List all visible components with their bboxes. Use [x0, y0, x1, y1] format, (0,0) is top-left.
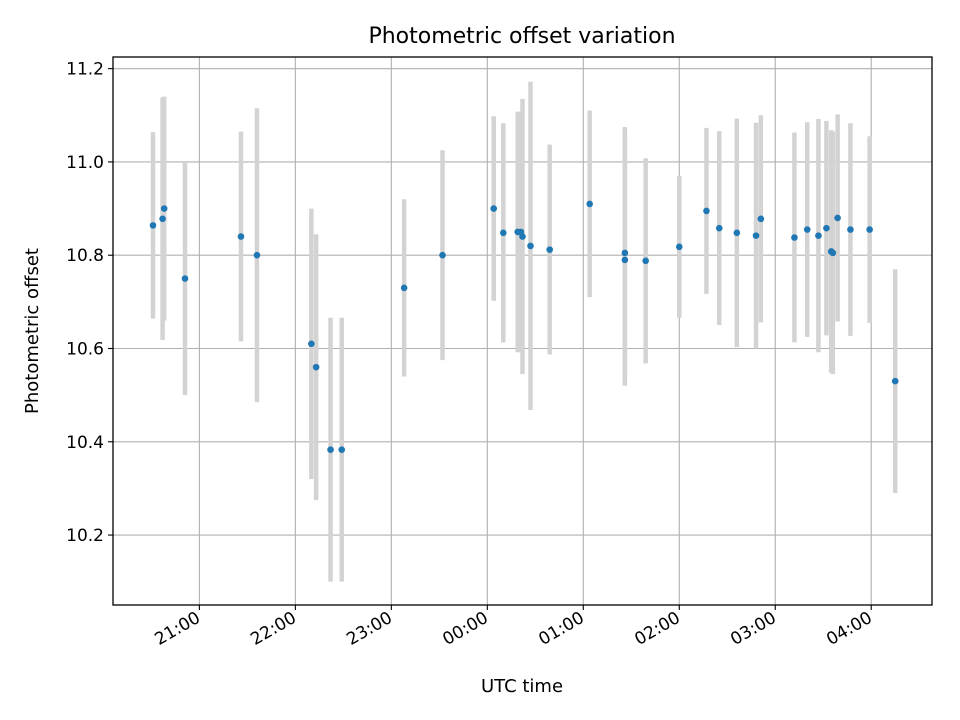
x-axis-label: UTC time [481, 676, 563, 697]
data-point [490, 205, 498, 212]
data-point [752, 232, 760, 239]
data-point [253, 251, 261, 259]
data-point [308, 340, 315, 348]
data-point [621, 256, 629, 264]
data-point [834, 214, 841, 222]
y-axis-ticks: 10.2 10.4 10.6 10.8 11.0 11.2 [66, 60, 113, 546]
data-point [160, 205, 168, 212]
y-axis-label: Photometric offset [22, 248, 43, 414]
data-point [400, 284, 408, 292]
data-point [621, 249, 629, 257]
data-point [338, 446, 346, 453]
data-point [327, 446, 334, 453]
data-points [149, 200, 899, 453]
data-point [847, 226, 854, 233]
data-point [642, 257, 649, 265]
y-tick-label: 10.8 [66, 246, 104, 266]
data-point [519, 233, 526, 240]
data-point [866, 226, 873, 233]
plot-frame [112, 56, 933, 606]
data-point [715, 224, 723, 232]
data-point [675, 243, 683, 251]
data-point [500, 229, 507, 237]
data-point [733, 229, 741, 237]
data-point [703, 207, 710, 215]
data-point [829, 249, 837, 257]
data-point [546, 246, 553, 253]
data-point [803, 226, 811, 233]
y-tick-label: 11.2 [66, 60, 104, 80]
data-point [181, 275, 189, 282]
data-point [149, 222, 157, 229]
data-point [312, 363, 320, 371]
y-tick-label: 10.2 [66, 526, 104, 546]
y-tick-label: 10.4 [66, 433, 104, 453]
y-tick-label: 10.6 [66, 339, 104, 359]
data-point [791, 234, 798, 241]
data-point [891, 377, 899, 385]
data-point [586, 200, 593, 208]
data-point [159, 215, 166, 223]
data-point [527, 242, 534, 250]
y-tick-label: 11.0 [66, 153, 104, 173]
data-point [237, 233, 245, 240]
chart-title: Photometric offset variation [368, 24, 675, 49]
data-point [823, 224, 830, 232]
data-point [815, 232, 822, 239]
data-point [757, 215, 765, 223]
data-point [439, 251, 446, 259]
